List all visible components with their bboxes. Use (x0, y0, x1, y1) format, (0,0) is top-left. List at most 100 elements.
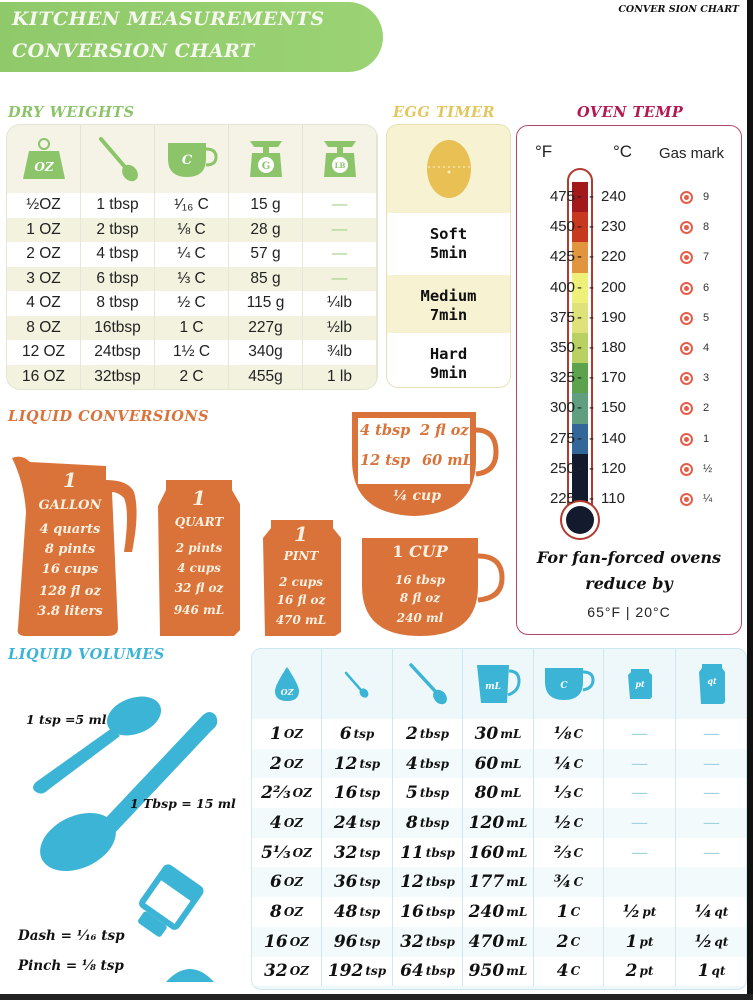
table-cell: 48 tsp (322, 897, 393, 927)
temp-row: 225- -110 ¼ (517, 490, 741, 510)
temp-row: 250- -120 ½ (517, 460, 741, 480)
cell-value: 48 (333, 901, 358, 922)
svg-text:G: G (261, 161, 270, 172)
cell-unit: tsp (365, 964, 387, 979)
liquid-volumes-header-row: OZ mL C pt qt (252, 649, 746, 719)
gas-flame-icon (680, 342, 693, 355)
pint-icon: pt (627, 669, 652, 699)
cell-value: ⅓ (553, 783, 572, 804)
table-cell: 80 mL (463, 778, 534, 809)
cell-unit: C (570, 964, 581, 979)
cell-value: 240 (468, 901, 505, 922)
celsius-value: 200 (601, 278, 627, 296)
quart-line: 2 pints (175, 541, 223, 555)
empty-dash: — (703, 753, 720, 774)
svg-text:qt: qt (707, 676, 717, 686)
fahrenheit-value: 450 (549, 218, 575, 236)
temp-row: 275- -140 1 (517, 430, 741, 450)
empty-dash: — (631, 783, 648, 804)
cell-value: ½ (622, 901, 641, 922)
tsp-note: 1 tsp =5 ml (26, 712, 107, 727)
cell-unit: tbsp (419, 756, 449, 771)
fahrenheit-value: 225 (549, 490, 575, 507)
fahrenheit-value: 475 (549, 188, 575, 205)
table-cell: 12 tbsp (393, 867, 463, 898)
lv-col-qt: qt (676, 649, 746, 719)
cell-value: 16 (333, 783, 358, 804)
fahrenheit-value: 350 (549, 339, 575, 356)
tbsp-note: 1 Tbsp = 15 ml (130, 796, 236, 811)
empty-dash: — (631, 842, 648, 863)
cell-unit: tbsp (425, 845, 455, 860)
tick-mark: - (589, 188, 594, 205)
cell-value: 950 (468, 961, 505, 982)
cell-value: 32 (400, 931, 424, 952)
gas-flame-icon (680, 221, 693, 235)
temp-row: 375- -190 5 (517, 309, 741, 329)
temp-row: 425- -220 7 (517, 248, 741, 268)
gas-flame-icon (680, 191, 693, 204)
cup-unit: CUP (409, 542, 448, 561)
dry-weights-rows: ½OZ 1 tbsp ¹⁄₁₆ C 15 g —1 OZ 2 tbsp ⅛ C 28 g —2 … (7, 193, 377, 389)
table-cell: ½OZ (7, 193, 81, 218)
cell-value: 32 (264, 961, 288, 982)
cell-unit: tsp (359, 934, 381, 949)
cell-value: 2 (625, 961, 638, 982)
table-cell: 1½ C (155, 340, 229, 365)
quart-qty: 1 (192, 486, 206, 510)
cell-value: ½ (694, 931, 713, 952)
temp-row: 325- -170 3 (517, 369, 741, 389)
egg-timer-icon (427, 140, 471, 198)
fan-reduction-values: 65°F | 20°C (587, 604, 671, 620)
scale-g-icon: G (249, 141, 282, 177)
table-cell: 6 tbsp (81, 266, 155, 291)
cell-unit: mL (506, 964, 528, 979)
table-cell: — (676, 808, 746, 838)
gas-flame-icon (680, 493, 693, 506)
cell-unit: pt (639, 934, 654, 949)
temp-row: 475- -240 9 (517, 188, 741, 208)
cell-value: 1 (269, 723, 282, 744)
thermometer-segment (572, 363, 588, 394)
cell-value: 2⅔ (261, 783, 291, 804)
cup-qty: 1 (392, 542, 404, 561)
table-cell: 8 tbsp (81, 291, 155, 316)
svg-text:mL: mL (485, 682, 501, 692)
cell-unit: tbsp (419, 726, 449, 741)
celsius-value: 140 (601, 429, 627, 447)
table-cell: 60 mL (463, 748, 534, 779)
table-cell: 2 OZ (7, 242, 81, 267)
table-cell: 11 tbsp (393, 837, 463, 868)
fahrenheit-value: 300 (549, 399, 575, 417)
table-row: ½OZ 1 tbsp ¹⁄₁₆ C 15 g — (7, 193, 377, 218)
egg-medium-label: Medium (420, 287, 477, 305)
quart-carton-icon (158, 480, 240, 636)
tick-mark: - (577, 248, 582, 266)
cell-value: 80 (474, 783, 499, 804)
cell-value: 160 (468, 842, 505, 863)
thermometer-segment (572, 212, 588, 243)
cell-unit: C (570, 934, 581, 949)
table-cell: 2 C (155, 364, 229, 389)
cell-value: 96 (333, 931, 358, 952)
cell-value: 60 (474, 753, 499, 774)
lv-col-ml: mL (463, 649, 534, 719)
gallon-line: 3.8 liters (37, 604, 103, 619)
cell-unit: tbsp (425, 964, 455, 979)
table-cell: 28 g (229, 217, 303, 242)
table-cell: — (303, 242, 377, 267)
cell-unit: qt (714, 934, 729, 949)
table-row: 2⅔ OZ 16 tsp 5 tbsp 80 mL ⅓ C — — (252, 778, 746, 809)
cell-value: 11 (400, 842, 424, 863)
cell-unit: tsp (359, 875, 381, 890)
cell-unit: tbsp (425, 904, 455, 919)
thermometer-bulb (560, 500, 600, 540)
tick-mark: - (589, 339, 594, 356)
cell-value: ¼ (694, 901, 713, 922)
pint-qty: 1 (294, 522, 308, 546)
table-cell: ½ qt (676, 927, 746, 957)
table-cell: 96 tsp (322, 926, 393, 957)
